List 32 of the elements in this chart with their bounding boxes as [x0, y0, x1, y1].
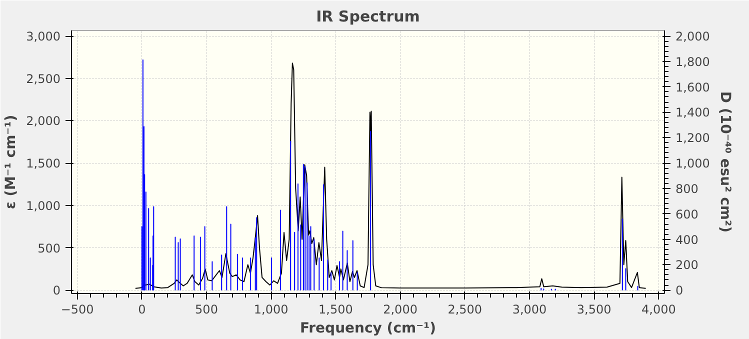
- y2-tick-label: 2,000: [676, 30, 710, 44]
- y2-tick-label: 1,800: [676, 54, 710, 69]
- x-tick-label: 3,000: [512, 302, 547, 316]
- y2-tick-label: 200: [676, 258, 698, 272]
- y2-tick-label: 400: [676, 232, 698, 247]
- y-tick-label: 0: [52, 284, 61, 298]
- x-tick-label: 2,000: [383, 302, 418, 316]
- y-axis-title: ε (M⁻¹ cm⁻¹): [3, 114, 20, 210]
- x-tick-label: 1,000: [254, 302, 288, 316]
- y-tick-label: 1,500: [26, 156, 61, 171]
- y2-tick-label: 0: [676, 284, 684, 298]
- y-tick-label: 500: [38, 241, 60, 256]
- y2-tick-label: 1,000: [676, 156, 710, 171]
- y2-axis-title: D (10⁻⁴⁰ esu² cm²): [716, 91, 733, 233]
- x-tick-label: 3,500: [576, 302, 612, 316]
- x-axis-title: Frequency (cm⁻¹): [300, 320, 436, 336]
- x-tick-label: 2,500: [448, 302, 482, 316]
- y2-tick-label: 1,400: [676, 106, 710, 120]
- y2-tick-label: 800: [676, 182, 698, 196]
- y-tick-label: 3,000: [26, 30, 61, 44]
- x-tick-label: 500: [195, 302, 218, 316]
- y-tick-label: 2,500: [26, 72, 61, 86]
- x-tick-label: 1,500: [318, 302, 353, 316]
- y2-tick-label: 1,200: [676, 131, 710, 146]
- y-tick-label: 2,000: [26, 114, 61, 128]
- x-tick-label: −500: [60, 302, 94, 316]
- x-tick-label: 4,000: [642, 302, 676, 316]
- y2-tick-label: 600: [676, 207, 698, 222]
- y-tick-label: 1,000: [26, 198, 61, 213]
- y2-tick-label: 1,600: [676, 80, 710, 94]
- chart-title: IR Spectrum: [316, 8, 420, 26]
- x-tick-label: 0: [138, 302, 146, 316]
